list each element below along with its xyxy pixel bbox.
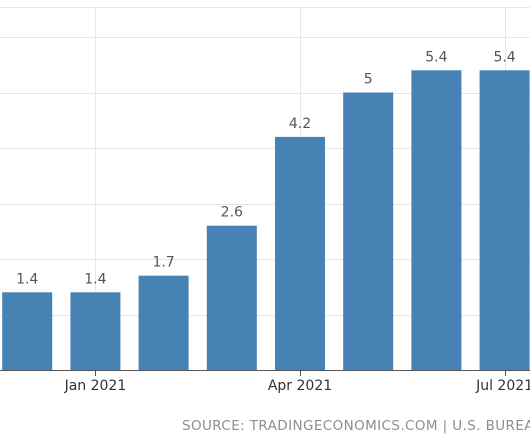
bar [275, 136, 325, 370]
x-tick-label: Jan 2021 [64, 378, 127, 394]
data-label: 1.4 [84, 271, 106, 287]
data-label: 4.2 [289, 116, 311, 132]
data-label: 1.7 [152, 255, 174, 271]
bar [2, 292, 53, 370]
bar [479, 70, 530, 371]
data-label: 1.4 [16, 271, 38, 287]
x-tick-label: Jul 2021 [475, 378, 530, 394]
x-axis: Jan 2021 Apr 2021 Jul 2021 [0, 370, 530, 394]
data-label: 5.4 [493, 49, 515, 65]
bar [70, 292, 121, 370]
data-label: 2.6 [221, 205, 243, 221]
bar [206, 225, 257, 370]
x-tick-label: Apr 2021 [268, 378, 332, 394]
bar [138, 275, 189, 370]
bar [411, 70, 462, 371]
data-label: 5 [364, 72, 373, 88]
data-label: 5.4 [425, 49, 447, 65]
bars [2, 70, 530, 371]
bar [343, 92, 394, 370]
source-credit: SOURCE: TRADINGECONOMICS.COM | U.S. BURE… [182, 418, 530, 434]
data-labels: 1.41.41.41.72.64.255.45.4 [16, 49, 516, 287]
